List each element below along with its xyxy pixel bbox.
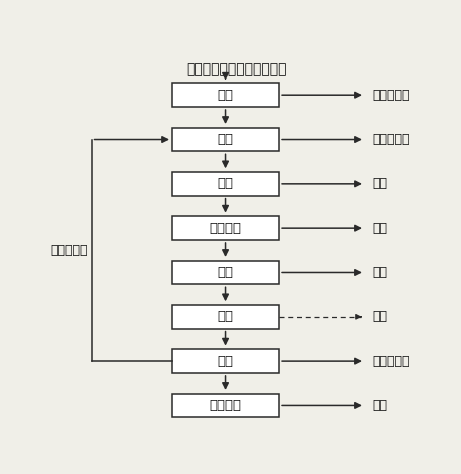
Text: 噪声: 噪声: [372, 222, 387, 235]
Text: 粉尘、噪声: 粉尘、噪声: [372, 89, 409, 102]
Text: 固废、噪声: 固废、噪声: [372, 355, 409, 368]
Text: 废气: 废气: [372, 310, 387, 323]
Bar: [172, 305, 279, 328]
Text: 包装入库: 包装入库: [210, 399, 242, 412]
Text: 破碎: 破碎: [218, 89, 234, 102]
Bar: [172, 349, 279, 373]
Text: 废气: 废气: [372, 177, 387, 191]
Bar: [172, 83, 279, 107]
Text: 焦宝石、二氧化硅、氧化铝: 焦宝石、二氧化硅、氧化铝: [186, 63, 287, 77]
Text: 甩丝成纤: 甩丝成纤: [210, 222, 242, 235]
Bar: [172, 172, 279, 196]
Text: 熔融: 熔融: [218, 177, 234, 191]
Bar: [172, 261, 279, 284]
Bar: [172, 216, 279, 240]
Text: 切割: 切割: [218, 355, 234, 368]
Bar: [172, 393, 279, 417]
Bar: [172, 128, 279, 151]
Text: 固废: 固废: [372, 399, 387, 412]
Text: 制毡: 制毡: [218, 310, 234, 323]
Text: 粉尘、噪声: 粉尘、噪声: [372, 133, 409, 146]
Text: 切割边角料: 切割边角料: [51, 244, 88, 257]
Text: 装炉: 装炉: [218, 133, 234, 146]
Text: 废气: 废气: [372, 266, 387, 279]
Text: 集棉: 集棉: [218, 266, 234, 279]
